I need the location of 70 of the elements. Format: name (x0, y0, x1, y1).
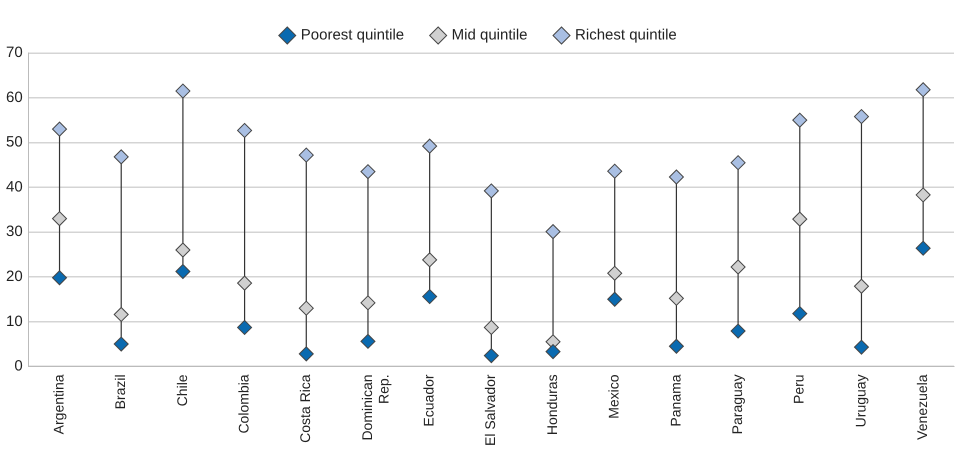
x-tick-label: Paraguay (728, 374, 745, 434)
point (52, 270, 68, 286)
x-tick-label: Peru (790, 374, 807, 404)
point (854, 109, 869, 124)
y-tick-label: 70 (6, 44, 23, 62)
y-tick-label: 10 (6, 312, 23, 330)
y-tick-label: 30 (6, 223, 23, 240)
point (422, 289, 438, 304)
point (422, 138, 438, 154)
point (546, 224, 561, 240)
x-tick-label: Venezuela (914, 374, 930, 440)
y-tick-label: 0 (14, 358, 23, 375)
point (916, 187, 931, 202)
x-tick-label: Argentina (50, 374, 66, 434)
legend-label: Poorest quintile (300, 26, 404, 44)
point (668, 290, 684, 306)
x-tick-label: Dominican Rep. (358, 374, 392, 441)
x-tick-label: El Salvador (482, 374, 498, 446)
point (854, 278, 869, 294)
point (792, 306, 808, 322)
point (607, 164, 622, 179)
x-tick-label: Colombia (235, 374, 252, 434)
point (114, 306, 129, 322)
y-tick-label: 20 (6, 268, 23, 286)
point (237, 276, 252, 291)
point (237, 122, 252, 138)
x-tick-label: Brazil (112, 374, 128, 410)
point (730, 324, 746, 339)
x-tick-label: Costa Rica (297, 374, 314, 443)
point (52, 211, 68, 226)
y-tick-label: 50 (6, 134, 23, 151)
point (484, 320, 499, 335)
legend-label: Mid quintile (452, 26, 528, 44)
point (360, 164, 376, 180)
point (730, 260, 746, 275)
point (52, 122, 68, 137)
point (730, 155, 746, 170)
point (484, 348, 499, 364)
point (792, 112, 808, 128)
x-tick-label: Chile (174, 374, 190, 406)
point (916, 240, 931, 256)
point (298, 148, 314, 163)
y-tick-label: 60 (6, 88, 23, 106)
point (298, 346, 314, 362)
x-tick-label: Panama (667, 374, 684, 427)
point (298, 300, 314, 316)
point (668, 338, 684, 354)
point (114, 149, 129, 164)
point (607, 266, 622, 281)
point (607, 292, 622, 307)
point (484, 183, 499, 198)
point (360, 295, 376, 310)
point (668, 170, 684, 185)
point (792, 212, 808, 227)
point (175, 242, 190, 258)
point (546, 344, 561, 360)
point (175, 84, 190, 99)
x-tick-label: Mexico (606, 374, 622, 419)
x-tick-label: Ecuador (420, 374, 437, 427)
point (237, 320, 252, 335)
x-tick-label: Honduras (544, 374, 560, 436)
point (360, 334, 376, 349)
point (854, 340, 869, 355)
point (916, 82, 931, 98)
point (175, 264, 190, 279)
x-tick-label: Uruguay (852, 374, 868, 428)
point (422, 252, 438, 268)
legend-label: Richest quintile (575, 26, 677, 44)
point (114, 336, 129, 352)
y-tick-label: 40 (6, 178, 23, 196)
